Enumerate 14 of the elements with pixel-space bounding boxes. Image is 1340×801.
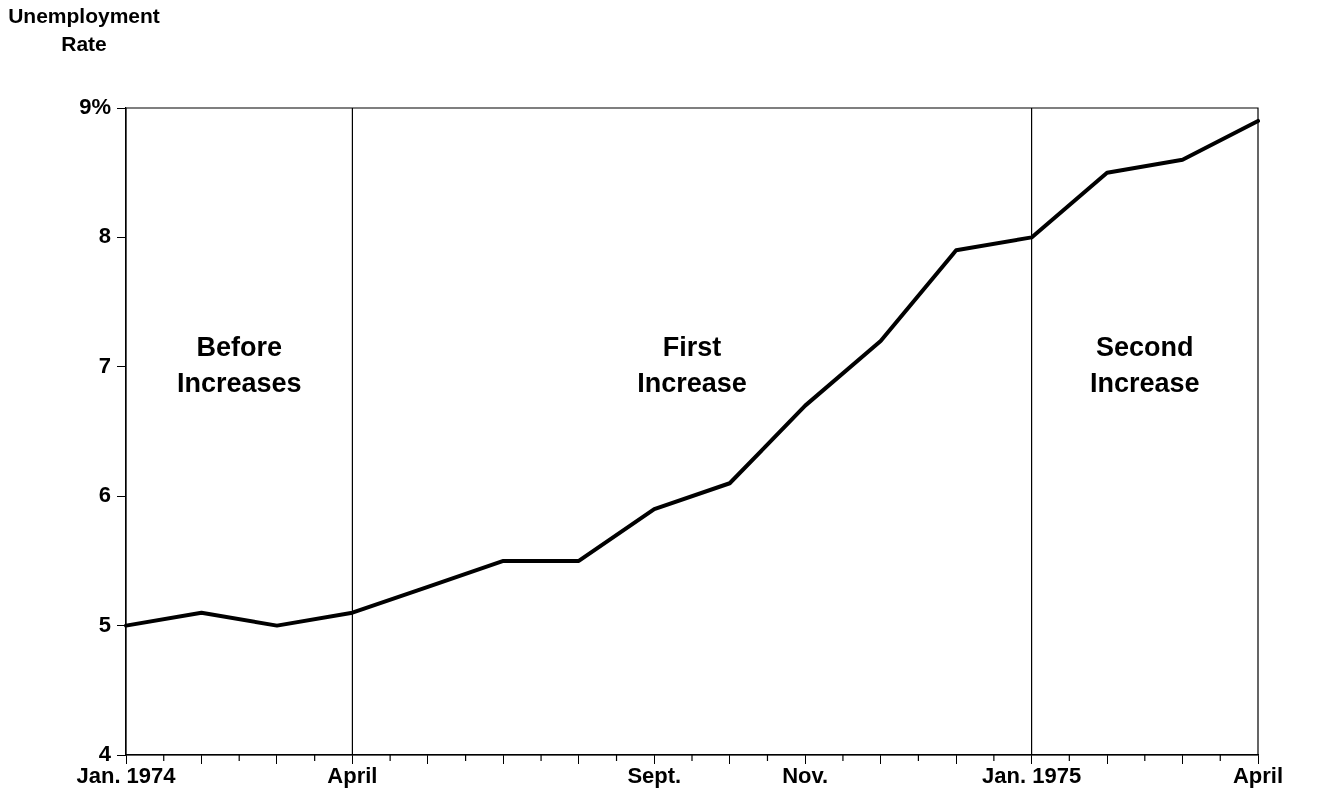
- x-tick-label: April: [1232, 763, 1284, 789]
- x-tick-label: Jan. 1975: [982, 763, 1082, 789]
- annotation: Second Increase: [1090, 332, 1200, 399]
- y-tick-label: 6: [98, 482, 111, 508]
- x-tick-label: Sept.: [627, 763, 682, 789]
- y-tick-label: 7: [98, 352, 111, 378]
- y-tick-label: 8: [98, 223, 111, 249]
- x-tick-label: Nov.: [782, 763, 829, 789]
- y-tick-label: 5: [98, 611, 111, 637]
- y-tick-label: 9%: [79, 94, 111, 120]
- annotation: First Increase: [637, 332, 747, 399]
- y-axis-title: Unemployment Rate: [7, 3, 161, 57]
- x-tick-label: April: [327, 763, 378, 789]
- annotation: Before Increases: [176, 332, 302, 399]
